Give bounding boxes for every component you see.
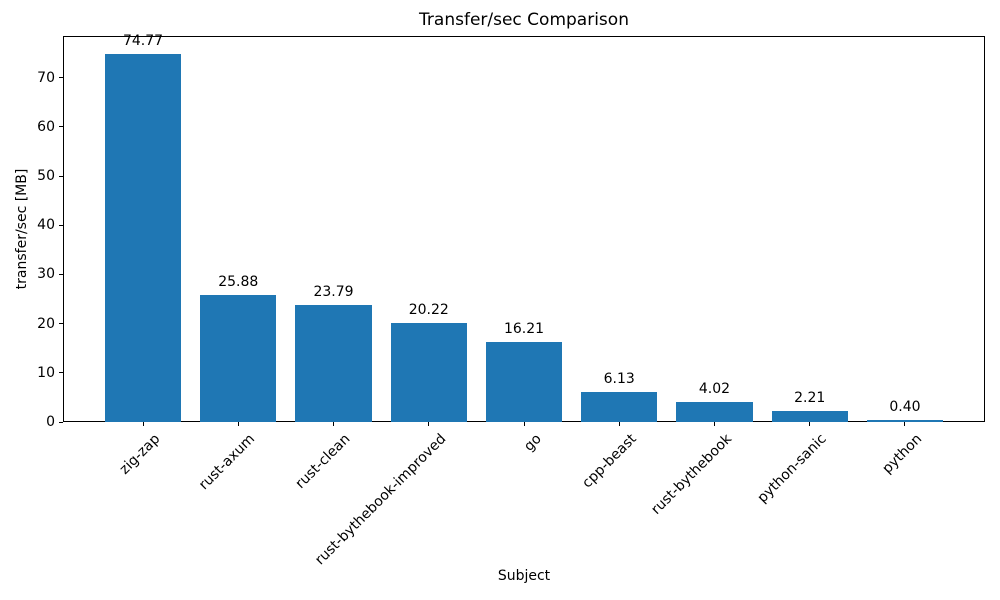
x-tick-label: rust-bythebook — [648, 431, 735, 518]
y-tick-mark — [59, 175, 63, 177]
y-tick-label: 0 — [46, 414, 55, 430]
y-tick-mark — [59, 126, 63, 128]
y-tick-mark — [59, 273, 63, 275]
bar — [104, 54, 182, 422]
bar — [295, 305, 372, 422]
x-tick-mark — [523, 422, 525, 426]
bar — [200, 294, 277, 422]
x-tick-mark — [142, 422, 144, 426]
x-tick-label: rust-axum — [196, 431, 259, 494]
chart-title: Transfer/sec Comparison — [419, 10, 629, 30]
bar — [390, 322, 467, 422]
y-tick-mark — [59, 372, 63, 374]
bar-value-label: 25.88 — [218, 273, 259, 290]
y-tick-label: 20 — [37, 315, 55, 332]
bar — [581, 391, 658, 422]
x-tick-mark — [237, 422, 239, 426]
x-tick-label: python-sanic — [754, 431, 831, 507]
bar — [676, 402, 753, 422]
bar-value-label: 20.22 — [408, 301, 449, 318]
y-tick-label: 30 — [37, 266, 55, 283]
y-tick-mark — [59, 323, 63, 325]
x-tick-label: cpp-beast — [579, 431, 640, 492]
bar-value-label: 16.21 — [503, 321, 545, 338]
x-tick-label: zig-zap — [116, 431, 164, 478]
bar — [866, 420, 944, 422]
bar-value-label: 74.77 — [122, 33, 164, 50]
y-tick-label: 60 — [37, 118, 55, 135]
x-tick-mark — [713, 422, 715, 426]
y-tick-mark — [59, 421, 63, 423]
x-axis-label: Subject — [497, 568, 551, 584]
y-tick-label: 10 — [37, 364, 55, 381]
x-tick-label: rust-clean — [292, 431, 354, 492]
x-tick-label: python — [879, 431, 926, 477]
bar-value-label: 0.40 — [889, 399, 921, 416]
y-tick-label: 50 — [37, 168, 55, 185]
y-tick-mark — [59, 77, 63, 79]
y-tick-mark — [59, 224, 63, 226]
x-tick-mark — [618, 422, 620, 426]
x-tick-mark — [333, 422, 334, 426]
x-tick-mark — [904, 422, 906, 426]
bar-value-label: 4.02 — [698, 381, 731, 398]
y-axis-label: transfer/sec [MB] — [14, 168, 30, 290]
bar-value-label: 23.79 — [313, 284, 354, 301]
x-tick-label: go — [520, 431, 545, 455]
bar-value-label: 2.21 — [794, 390, 826, 407]
bar — [771, 411, 848, 422]
bar-value-label: 6.13 — [603, 370, 635, 387]
x-tick-mark — [809, 422, 811, 426]
y-tick-label: 70 — [37, 69, 55, 86]
bar — [485, 342, 563, 422]
x-tick-mark — [428, 422, 430, 426]
y-tick-label: 40 — [37, 217, 55, 234]
